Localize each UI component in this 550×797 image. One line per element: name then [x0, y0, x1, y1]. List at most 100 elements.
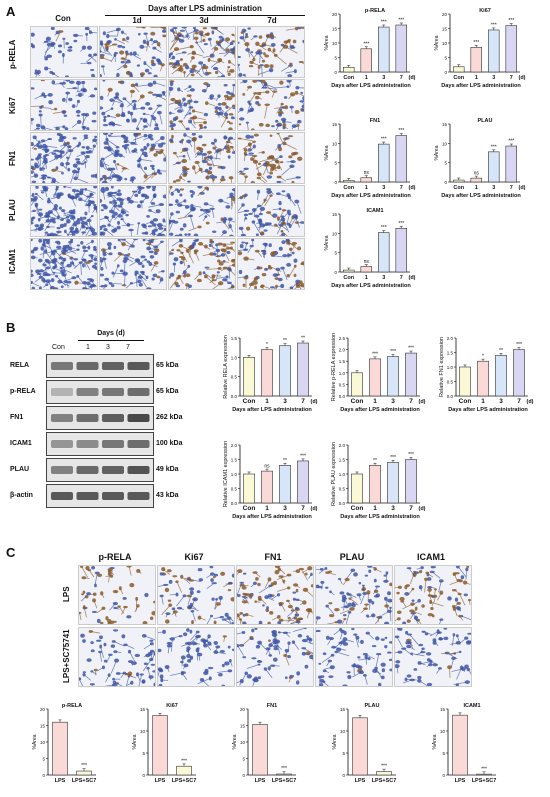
- y-tick-label: 10: [442, 41, 448, 46]
- x-tick-label: 3: [492, 75, 495, 81]
- x-tick-label: 1: [373, 505, 377, 512]
- y-axis-label: %Area: [32, 734, 38, 749]
- y-tick-label: 2.5: [339, 336, 346, 341]
- y-tick-label: 1.0: [339, 472, 346, 477]
- y-tick-label: 10: [442, 141, 448, 146]
- blot-bands: [51, 362, 150, 370]
- col-header-c-ki67: Ki67: [184, 552, 204, 562]
- panel-a-micrograph-grid: [30, 26, 305, 292]
- x-tick-label: Con: [243, 505, 256, 512]
- x-tick-label: 7: [301, 505, 305, 512]
- x-axis-label: Days after LPS administration: [232, 514, 312, 520]
- significance-label: ns: [364, 170, 370, 176]
- micrograph-cells: [169, 133, 235, 183]
- y-tick-label: 5: [334, 161, 337, 166]
- chart-title: Ki67: [479, 8, 491, 14]
- blot-kda: 65 kDa: [156, 362, 179, 369]
- x-axis-label: Days after LPS administration: [448, 407, 528, 413]
- y-tick-label: 15: [442, 27, 448, 32]
- micrograph-cells: [238, 80, 304, 130]
- micrograph-tile: [157, 565, 235, 625]
- micrograph-cells: [158, 628, 234, 686]
- x-tick-label: 3: [382, 75, 385, 81]
- y-tick-label: 10: [240, 740, 246, 745]
- x-tick-label: Con: [453, 185, 464, 191]
- bar: [369, 465, 381, 504]
- y-tick-label: 0: [334, 180, 337, 185]
- bar: [343, 269, 355, 273]
- x-tick-label: 7: [400, 275, 403, 281]
- y-tick-label: 0.5: [231, 487, 238, 492]
- micrograph-cells: [169, 186, 235, 236]
- bar: [488, 151, 500, 183]
- x-tick-label: 7: [409, 398, 413, 405]
- y-tick-label: 0.5: [339, 382, 346, 387]
- y-tick-label: 0.0: [447, 394, 454, 399]
- bar: [505, 145, 517, 183]
- panel-a-label: A: [6, 4, 16, 19]
- y-tick-label: 0: [334, 70, 337, 75]
- micrograph-tile: [99, 79, 167, 131]
- col-header-1d: 1d: [132, 16, 142, 25]
- row-label-p-rela: p-RELA: [8, 39, 17, 69]
- micrograph-cells: [316, 628, 392, 686]
- bar: [505, 25, 517, 73]
- micrograph-cells: [395, 566, 471, 624]
- y-tick-label: 1.0: [447, 365, 454, 370]
- y-axis-label: %Area: [324, 145, 330, 160]
- chart-title: PLAU: [365, 703, 380, 709]
- panel-c-micrograph-grid: [78, 565, 473, 687]
- blot-bands: [51, 492, 150, 500]
- x-tick-label: LPS+SC7: [272, 778, 297, 784]
- significance-label: ***: [281, 766, 287, 772]
- days-header: Days (d): [97, 330, 125, 337]
- y-tick-label: 2.0: [339, 443, 346, 448]
- bar-chart: 0 5 10 15 LPS *** LPS+SC7 PLAU %Area: [332, 703, 396, 784]
- x-tick-label: 1: [265, 398, 269, 405]
- x-tick-label: LPS+SC7: [172, 778, 197, 784]
- y-tick-label: 0.5: [339, 487, 346, 492]
- y-tick-label: 5: [142, 751, 145, 756]
- significance-label: ***: [398, 17, 404, 23]
- x-axis-label: Days after LPS administration: [441, 83, 521, 89]
- y-tick-label: 1.5: [231, 336, 238, 341]
- y-tick-label: 10: [332, 231, 338, 236]
- x-axis-label: Days after LPS administration: [232, 407, 312, 413]
- bar: [176, 765, 192, 776]
- micrograph-tile: [236, 565, 314, 625]
- y-tick-label: 0: [142, 773, 145, 778]
- blot-strip: [46, 484, 154, 508]
- micrograph-cells: [158, 566, 234, 624]
- bar-chart: 0 5 10 15 LPS *** LPS+SC7 Ki67 %Area: [132, 703, 196, 784]
- bar: [395, 135, 407, 183]
- blot-bands: [51, 414, 150, 422]
- x-tick-label: 1: [373, 398, 377, 405]
- col-header-con: Con: [55, 14, 71, 23]
- significance-label: ***: [363, 41, 369, 47]
- micrograph-cells: [79, 566, 155, 624]
- micrograph-tile: [78, 565, 156, 625]
- x-tick-label: LPS: [455, 778, 466, 784]
- micrograph-tile: [237, 132, 305, 184]
- blot-label: RELA: [10, 362, 30, 369]
- micrograph-tile: [168, 79, 236, 131]
- y-tick-label: 2.0: [231, 443, 238, 448]
- x-tick-label: 7: [400, 75, 403, 81]
- bar: [360, 48, 372, 73]
- bar-chart: 0 5 10 15 20 LPS *** LPS+SC7 FN1 %Area: [232, 703, 296, 784]
- y-tick-label: 5: [444, 56, 447, 61]
- x-axis-label: Days after LPS administration: [331, 193, 411, 199]
- y-tick-label: 1.5: [231, 458, 238, 463]
- bar: [488, 29, 500, 73]
- blot-bands: [51, 388, 150, 396]
- x-tick-label: LPS: [55, 778, 66, 784]
- micrograph-cells: [31, 186, 97, 236]
- significance-label: ***: [390, 455, 396, 461]
- bar-chart: 0.0 0.5 1.0 1.5 2.0 Con ** 1 *** 3 *** 7 Relative PL…: [331, 442, 426, 520]
- significance-label: *: [482, 354, 484, 360]
- blot-label: β-actin: [10, 492, 33, 499]
- micrograph-cells: [100, 186, 166, 236]
- chart-title: ICAM1: [463, 703, 480, 709]
- chart-title: FN1: [370, 118, 380, 124]
